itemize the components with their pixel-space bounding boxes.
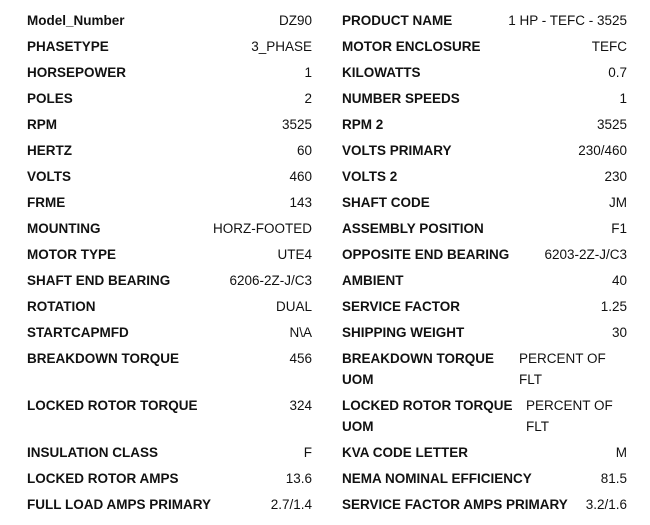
spec-value: 143 <box>289 195 312 210</box>
spec-label: OPPOSITE END BEARING <box>342 247 510 262</box>
spec-label: SERVICE FACTOR <box>342 299 461 314</box>
spec-label: LOCKED ROTOR AMPS <box>27 471 179 486</box>
spec-label: MOTOR TYPE <box>27 247 117 262</box>
spec-value: 3525 <box>281 117 312 132</box>
spec-value: 13.6 <box>285 471 312 486</box>
spec-label: ROTATION <box>27 299 96 314</box>
spec-label: VOLTS 2 <box>342 169 398 184</box>
spec-label: KVA CODE LETTER <box>342 445 469 460</box>
spec-label: VOLTS PRIMARY <box>342 143 452 158</box>
spec-value: 3.2/1.6 <box>585 497 627 512</box>
spec-label: KILOWATTS <box>342 65 421 80</box>
spec-value: 30 <box>611 325 627 340</box>
spec-value: 324 <box>289 398 312 413</box>
spec-label: SERVICE FACTOR AMPS PRIMARY <box>342 497 568 512</box>
spec-label: BREAKDOWN TORQUE <box>27 351 180 366</box>
spec-value: 1 HP - TEFC - 3525 <box>508 13 627 28</box>
spec-value: HORZ-FOOTED <box>213 221 312 236</box>
spec-value: 230/460 <box>578 143 627 158</box>
spec-label: MOUNTING <box>27 221 101 236</box>
spec-label: LOCKED ROTOR TORQUE UOM <box>342 398 513 434</box>
spec-label: ASSEMBLY POSITION <box>342 221 484 236</box>
spec-value: 1 <box>304 65 312 80</box>
spec-label: RPM 2 <box>342 117 384 132</box>
spec-label: SHAFT END BEARING <box>27 273 171 288</box>
spec-value: JM <box>609 195 627 210</box>
spec-value: 40 <box>611 273 627 288</box>
spec-value: PERCENT OF FLT <box>526 398 613 434</box>
spec-value: 230 <box>604 169 627 184</box>
spec-label: FRME <box>27 195 66 210</box>
spec-label: LOCKED ROTOR TORQUE <box>27 398 198 413</box>
spec-value: DUAL <box>275 299 312 314</box>
spec-label: SHIPPING WEIGHT <box>342 325 465 340</box>
spec-label: FULL LOAD AMPS PRIMARY <box>27 497 211 512</box>
spec-value: 1.25 <box>600 299 627 314</box>
spec-value: 1 <box>619 91 627 106</box>
spec-value: 2.7/1.4 <box>270 497 312 512</box>
spec-label: AMBIENT <box>342 273 404 288</box>
spec-label: NEMA NOMINAL EFFICIENCY <box>342 471 532 486</box>
spec-value: 81.5 <box>600 471 627 486</box>
spec-value: 6206-2Z-J/C3 <box>229 273 312 288</box>
spec-value: 460 <box>289 169 312 184</box>
spec-label: STARTCAPMFD <box>27 325 129 340</box>
spec-value: 3_PHASE <box>251 39 312 54</box>
spec-value: M <box>615 445 627 460</box>
spec-label: INSULATION CLASS <box>27 445 158 460</box>
spec-value: 456 <box>289 351 312 366</box>
spec-label: BREAKDOWN TORQUE UOM <box>342 351 495 387</box>
spec-label: POLES <box>27 91 73 106</box>
spec-label: MOTOR ENCLOSURE <box>342 39 481 54</box>
spec-value: F <box>303 445 312 460</box>
spec-label: HERTZ <box>27 143 72 158</box>
spec-value: 6203-2Z-J/C3 <box>544 247 627 262</box>
spec-label: PRODUCT NAME <box>342 13 453 28</box>
spec-value: TEFC <box>591 39 627 54</box>
spec-value: 60 <box>296 143 312 158</box>
spec-label: HORSEPOWER <box>27 65 127 80</box>
spec-label: NUMBER SPEEDS <box>342 91 460 106</box>
spec-label: RPM <box>27 117 57 132</box>
spec-label: SHAFT CODE <box>342 195 430 210</box>
spec-label: VOLTS <box>27 169 72 184</box>
spec-value: 3525 <box>596 117 627 132</box>
spec-label: PHASETYPE <box>27 39 109 54</box>
spec-value: 0.7 <box>608 65 627 80</box>
spec-label: Model_Number <box>27 13 125 28</box>
spec-value: DZ90 <box>278 13 312 28</box>
spec-value: PERCENT OF FLT <box>519 351 606 387</box>
spec-value: F1 <box>611 221 627 236</box>
spec-value: UTE4 <box>277 247 312 262</box>
spec-value: 2 <box>304 91 312 106</box>
spec-value: N\A <box>289 325 312 340</box>
